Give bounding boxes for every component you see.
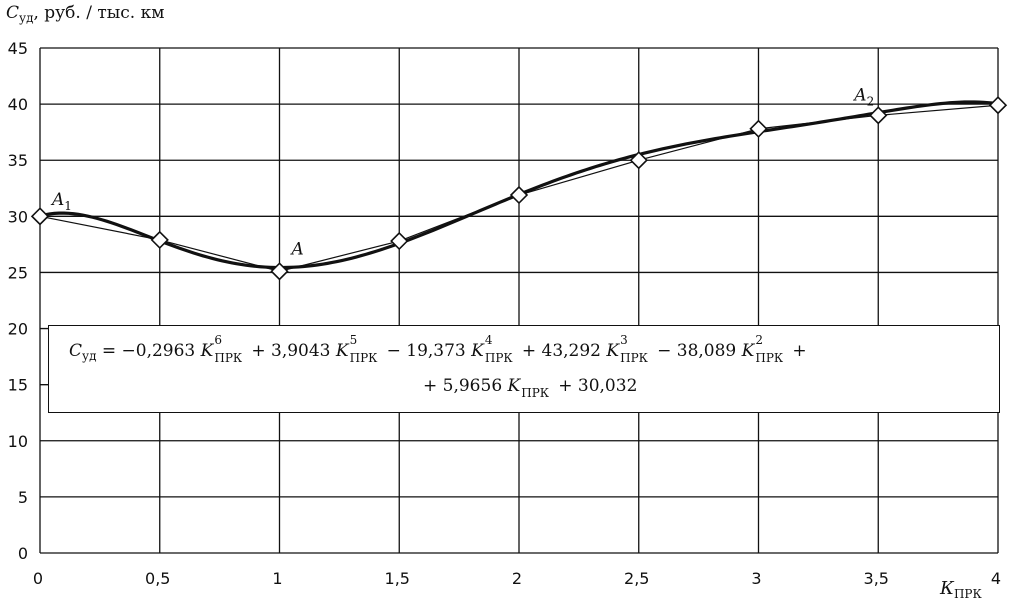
equation-text: − 19,373 <box>386 341 472 361</box>
data-point-marker <box>150 230 169 250</box>
y-tick-label: 35 <box>8 151 28 170</box>
y-tick-label: 0 <box>18 544 28 563</box>
equation-variable: K <box>335 341 349 361</box>
data-point-marker <box>869 106 888 125</box>
equation-text: + 3,9043 <box>251 341 336 361</box>
equation-line-1: Суд = −0,2963 K 6 ПРК + 3,9043 K 5 ПРК − 19,37… <box>69 333 807 365</box>
y-tick-label: 15 <box>8 376 28 395</box>
x-tick-label: 3,5 <box>864 569 889 588</box>
data-point-marker <box>629 151 648 170</box>
equation-text: + 5,9656 <box>423 376 508 396</box>
equation-text: С <box>69 341 83 361</box>
x-tick-label: 0,5 <box>145 569 170 588</box>
data-point-marker <box>509 185 529 205</box>
y-tick-label: 30 <box>8 207 28 226</box>
equation-box: Суд = −0,2963 K 6 ПРК + 3,9043 K 5 ПРК − 19,37… <box>48 325 1000 413</box>
y-tick-label: 45 <box>8 39 28 58</box>
equation-text: + <box>792 341 807 361</box>
x-axis-label: КПРК <box>940 578 982 601</box>
x-tick-label: 3 <box>751 569 761 588</box>
tick-labels: 0 5 10 15 20 25 30 35 40 45 0 0,5 1 1,5 2 2,5 3 3,5 4 <box>8 39 1001 588</box>
x-tick-label: 2,5 <box>624 569 649 588</box>
y-axis-label: Суд, руб. / тыс. км <box>6 3 165 25</box>
x-tick-label: 1 <box>272 569 282 588</box>
data-point-marker <box>390 231 409 251</box>
data-point-marker <box>749 119 768 138</box>
point-annotation: A <box>289 239 303 259</box>
x-tick-label: 4 <box>991 569 1001 588</box>
equation-variable: K <box>606 341 620 361</box>
y-tick-label: 5 <box>18 488 28 507</box>
equation-text: + 30,032 <box>558 376 638 396</box>
y-tick-label: 20 <box>8 320 28 339</box>
x-tick-label: 2 <box>512 569 522 588</box>
data-point-marker <box>30 207 50 226</box>
equation-line-2: + 5,9656 K ПРК + 30,032 <box>423 376 638 400</box>
grid <box>39 47 999 554</box>
x-tick-label: 1,5 <box>385 569 410 588</box>
y-tick-label: 25 <box>8 263 28 282</box>
equation-variable: K <box>471 341 484 361</box>
point-annotations: A1 A A2 <box>50 86 874 260</box>
y-tick-label: 40 <box>8 95 28 114</box>
data-markers <box>30 96 1008 281</box>
equation-variable: K <box>507 376 521 396</box>
point-annotation: A2 <box>852 86 874 109</box>
data-point-marker <box>270 262 289 281</box>
equation-text: − 38,089 <box>657 341 742 361</box>
equation-variable: K <box>741 341 755 361</box>
y-tick-label: 10 <box>8 432 28 451</box>
equation-variable: K <box>200 341 214 361</box>
equation-text: + 43,292 <box>521 341 607 361</box>
point-annotation: A1 <box>50 190 72 213</box>
equation-text: = −0,2963 <box>96 341 201 361</box>
data-point-marker <box>988 96 1008 115</box>
x-tick-label: 0 <box>33 569 43 588</box>
